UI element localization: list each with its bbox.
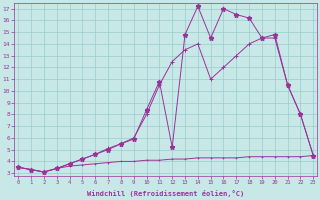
X-axis label: Windchill (Refroidissement éolien,°C): Windchill (Refroidissement éolien,°C) — [87, 190, 244, 197]
